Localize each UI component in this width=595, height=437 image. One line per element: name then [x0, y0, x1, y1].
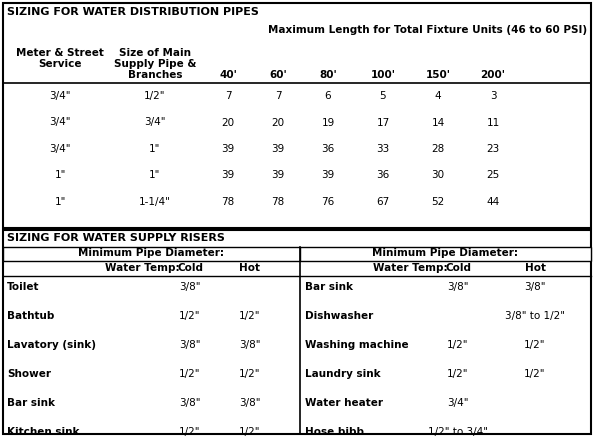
- Text: 3/8": 3/8": [239, 340, 261, 350]
- Text: 1": 1": [54, 197, 65, 207]
- Text: 44: 44: [486, 197, 500, 207]
- Text: 78: 78: [221, 197, 234, 207]
- Text: 6: 6: [325, 91, 331, 101]
- Bar: [3, 230, 591, 434]
- Text: Cold: Cold: [177, 263, 203, 273]
- Bar: [3, 247, 300, 261]
- Text: 20: 20: [221, 118, 234, 128]
- Text: Washing machine: Washing machine: [305, 340, 409, 350]
- Text: Toilet: Toilet: [7, 282, 39, 292]
- Text: Meter & Street: Meter & Street: [16, 48, 104, 58]
- Text: 1": 1": [54, 170, 65, 180]
- Text: 3: 3: [490, 91, 496, 101]
- Text: 17: 17: [377, 118, 390, 128]
- Text: 39: 39: [271, 144, 284, 154]
- Text: 1": 1": [149, 144, 161, 154]
- Text: 3/4": 3/4": [49, 118, 71, 128]
- Text: Lavatory (sink): Lavatory (sink): [7, 340, 96, 350]
- Text: Hot: Hot: [525, 263, 546, 273]
- Text: 30: 30: [431, 170, 444, 180]
- Text: Hot: Hot: [240, 263, 261, 273]
- Text: 7: 7: [225, 91, 231, 101]
- Text: 39: 39: [221, 144, 234, 154]
- Text: Water Temp:: Water Temp:: [105, 263, 180, 273]
- Text: Branches: Branches: [128, 70, 182, 80]
- Text: 1/2": 1/2": [239, 427, 261, 437]
- Text: 1-1/4": 1-1/4": [139, 197, 171, 207]
- Text: 1/2": 1/2": [239, 311, 261, 321]
- Text: 1/2" to 3/4": 1/2" to 3/4": [428, 427, 488, 437]
- Text: Bathtub: Bathtub: [7, 311, 54, 321]
- Text: Hose bibb: Hose bibb: [305, 427, 364, 437]
- Text: 7: 7: [275, 91, 281, 101]
- Text: 3/8": 3/8": [447, 282, 469, 292]
- Text: Minimum Pipe Diameter:: Minimum Pipe Diameter:: [372, 248, 518, 258]
- Text: Shower: Shower: [7, 369, 51, 379]
- Text: SIZING FOR WATER SUPPLY RISERS: SIZING FOR WATER SUPPLY RISERS: [7, 233, 225, 243]
- Text: 20: 20: [271, 118, 284, 128]
- Text: Water heater: Water heater: [305, 398, 383, 408]
- Text: Dishwasher: Dishwasher: [305, 311, 373, 321]
- Text: Cold: Cold: [445, 263, 471, 273]
- Text: 36: 36: [321, 144, 334, 154]
- Text: 80': 80': [319, 70, 337, 80]
- Text: 3/8": 3/8": [239, 398, 261, 408]
- Text: 19: 19: [321, 118, 334, 128]
- Text: Kitchen sink: Kitchen sink: [7, 427, 80, 437]
- Text: 1/2": 1/2": [179, 369, 201, 379]
- Text: 4: 4: [435, 91, 441, 101]
- Text: 1/2": 1/2": [447, 340, 469, 350]
- Text: Maximum Length for Total Fixture Units (46 to 60 PSI): Maximum Length for Total Fixture Units (…: [268, 25, 587, 35]
- Text: 150': 150': [425, 70, 450, 80]
- Text: 39: 39: [221, 170, 234, 180]
- Bar: [300, 247, 591, 261]
- Text: 3/8": 3/8": [179, 340, 201, 350]
- Text: 1/2": 1/2": [144, 91, 166, 101]
- Text: 14: 14: [431, 118, 444, 128]
- Text: Bar sink: Bar sink: [7, 398, 55, 408]
- Text: Service: Service: [38, 59, 82, 69]
- Text: 36: 36: [377, 170, 390, 180]
- Text: 1/2": 1/2": [524, 340, 546, 350]
- Text: 1/2": 1/2": [524, 369, 546, 379]
- Text: 67: 67: [377, 197, 390, 207]
- Text: 11: 11: [486, 118, 500, 128]
- Text: 1/2": 1/2": [447, 369, 469, 379]
- Text: 3/4": 3/4": [144, 118, 166, 128]
- Text: 1": 1": [149, 170, 161, 180]
- Text: 40': 40': [219, 70, 237, 80]
- Text: 39: 39: [321, 170, 334, 180]
- Text: 3/4": 3/4": [49, 91, 71, 101]
- Bar: [3, 3, 591, 228]
- Text: 60': 60': [269, 70, 287, 80]
- Text: 28: 28: [431, 144, 444, 154]
- Text: 3/4": 3/4": [447, 398, 469, 408]
- Text: Supply Pipe &: Supply Pipe &: [114, 59, 196, 69]
- Text: 5: 5: [380, 91, 386, 101]
- Text: SIZING FOR WATER DISTRIBUTION PIPES: SIZING FOR WATER DISTRIBUTION PIPES: [7, 7, 259, 17]
- Text: 33: 33: [377, 144, 390, 154]
- Text: 1/2": 1/2": [179, 427, 201, 437]
- Text: Water Temp:: Water Temp:: [374, 263, 448, 273]
- Text: Minimum Pipe Diameter:: Minimum Pipe Diameter:: [79, 248, 224, 258]
- Text: 1/2": 1/2": [239, 369, 261, 379]
- Text: 200': 200': [481, 70, 506, 80]
- Text: 25: 25: [486, 170, 500, 180]
- Text: 3/8": 3/8": [524, 282, 546, 292]
- Text: 100': 100': [371, 70, 396, 80]
- Text: 1/2": 1/2": [179, 311, 201, 321]
- Text: 23: 23: [486, 144, 500, 154]
- Text: Laundry sink: Laundry sink: [305, 369, 381, 379]
- Text: 78: 78: [271, 197, 284, 207]
- Text: Bar sink: Bar sink: [305, 282, 353, 292]
- Text: 3/4": 3/4": [49, 144, 71, 154]
- Text: Size of Main: Size of Main: [119, 48, 191, 58]
- Text: 76: 76: [321, 197, 334, 207]
- Text: 3/8": 3/8": [179, 282, 201, 292]
- Text: 3/8" to 1/2": 3/8" to 1/2": [505, 311, 565, 321]
- Text: 39: 39: [271, 170, 284, 180]
- Text: 3/8": 3/8": [179, 398, 201, 408]
- Text: 52: 52: [431, 197, 444, 207]
